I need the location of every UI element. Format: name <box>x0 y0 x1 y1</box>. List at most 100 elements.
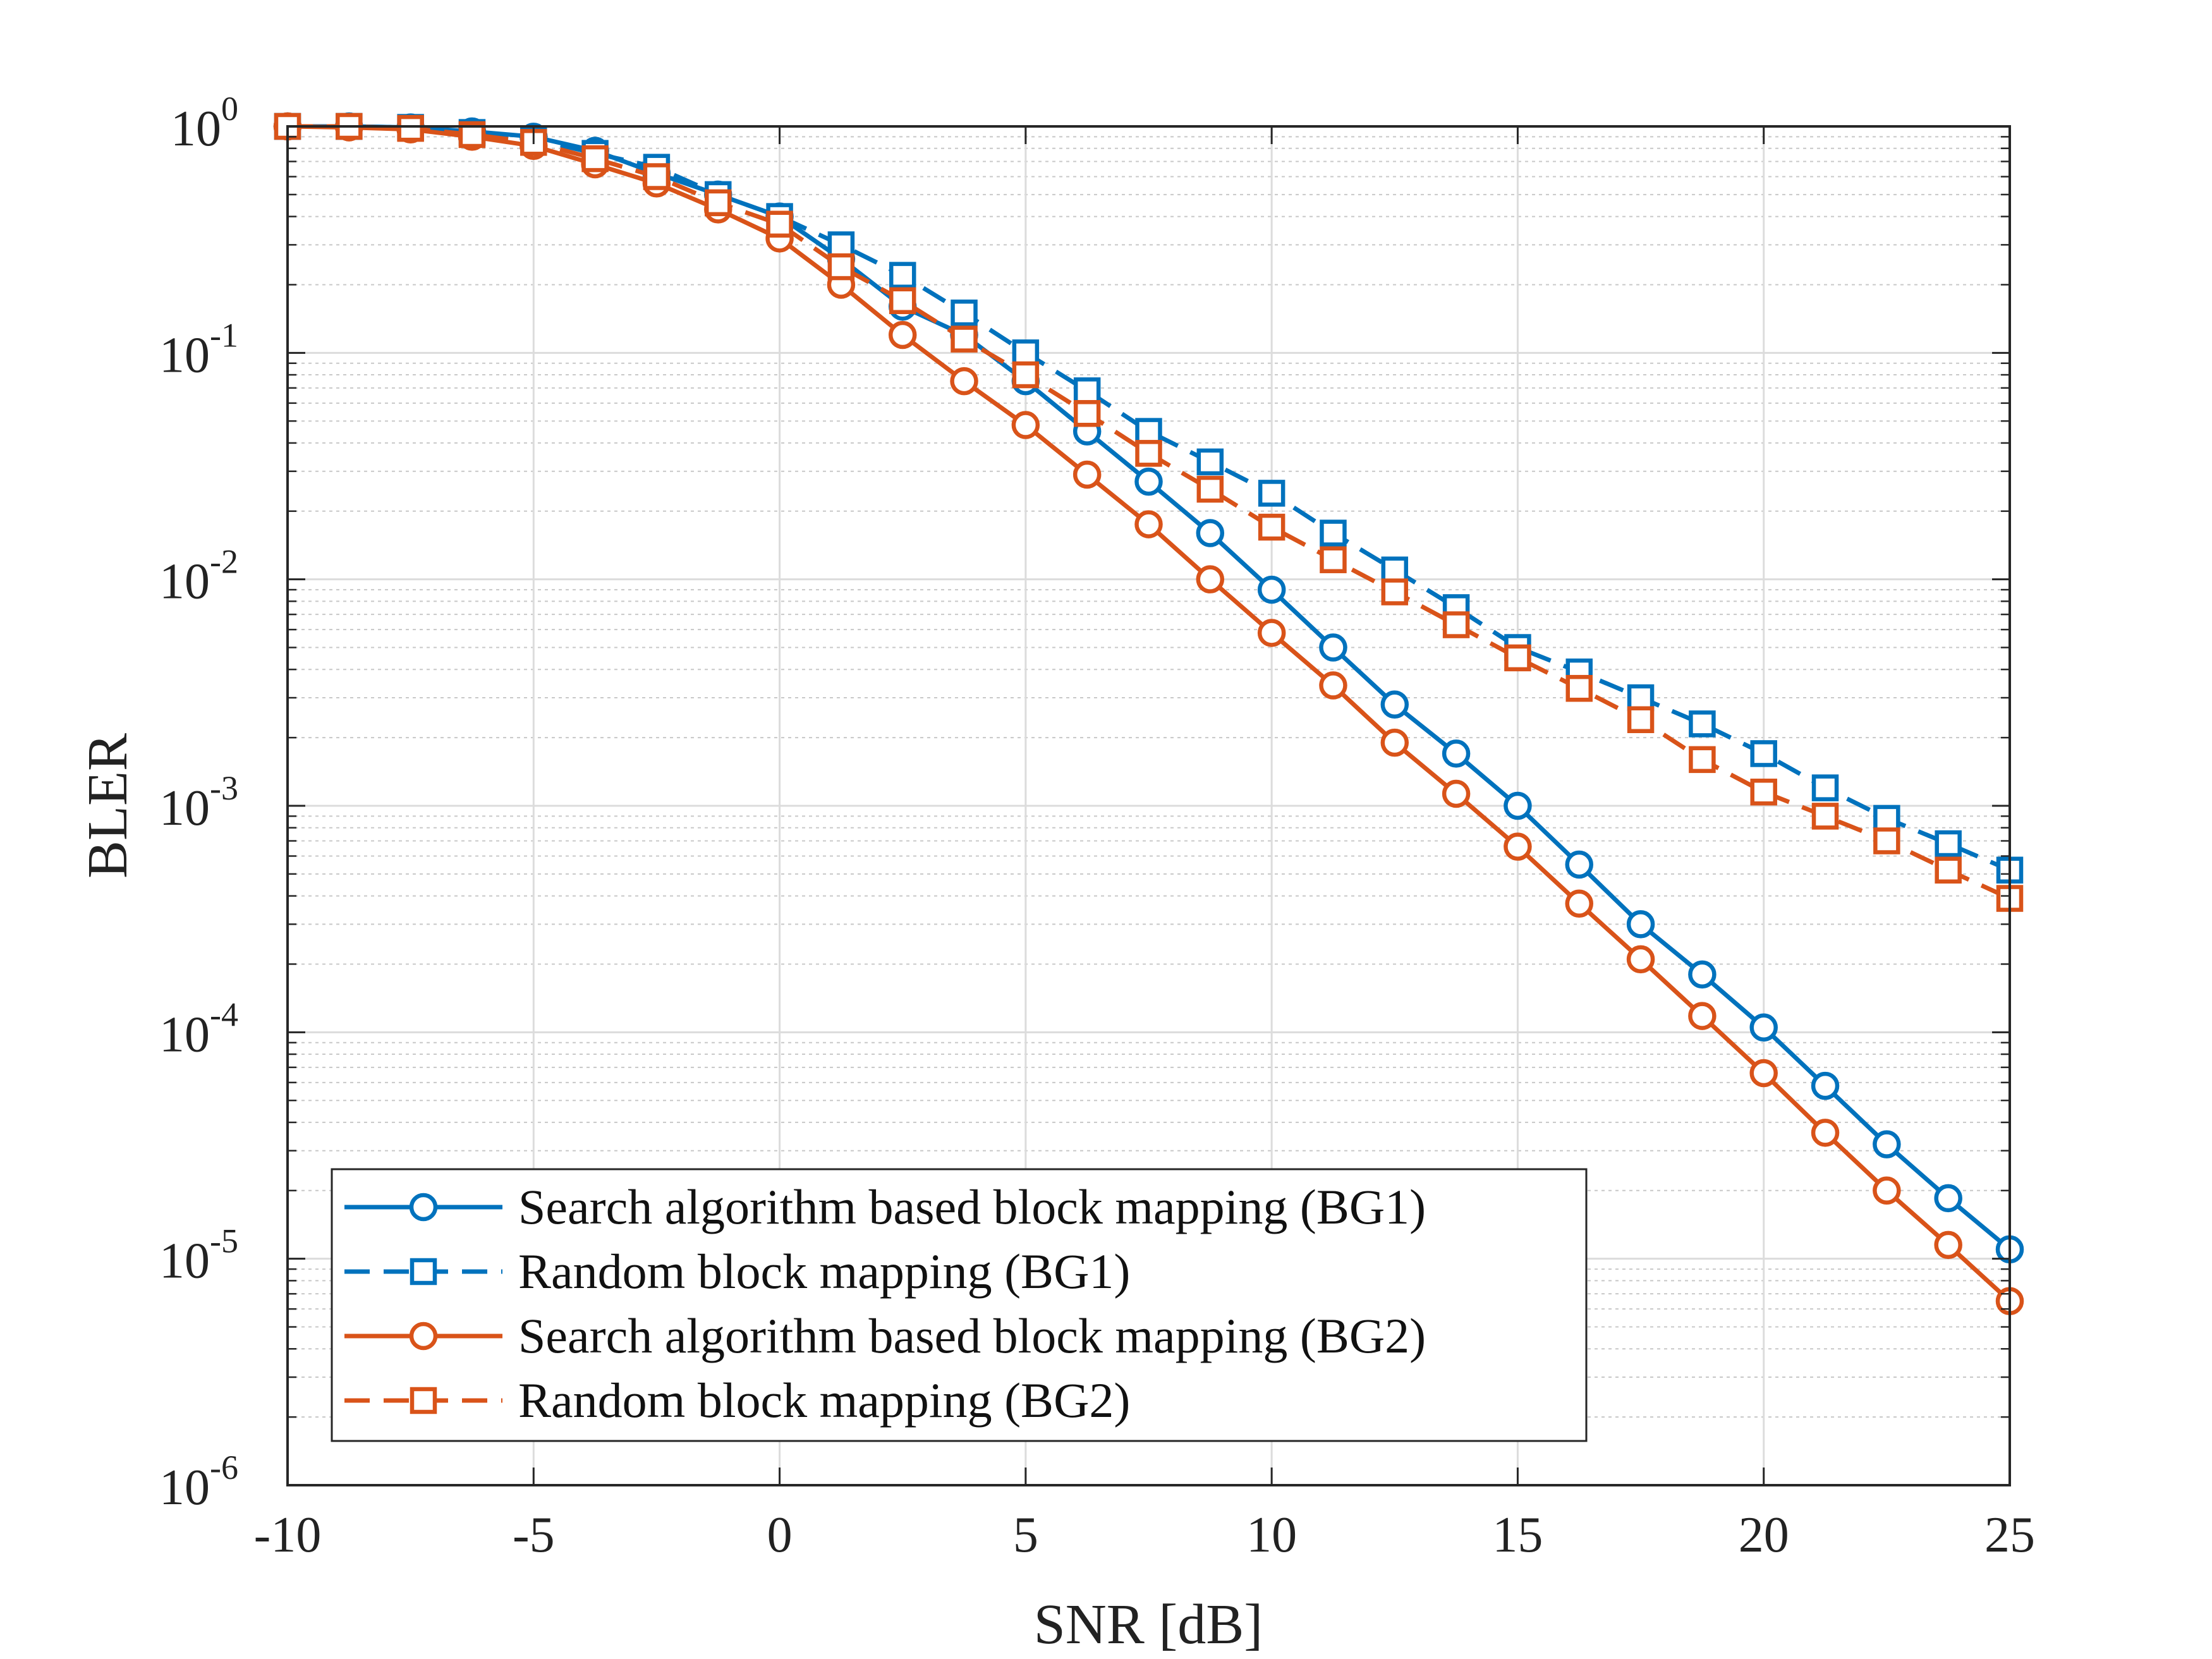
legend-entry-2: Random block mapping (BG1) <box>344 1244 1130 1299</box>
data-point-square <box>1320 546 1347 573</box>
legend-box <box>331 1168 1588 1442</box>
data-point-circle <box>1319 671 1347 700</box>
data-point-square <box>1873 827 1900 854</box>
data-point-square <box>1504 644 1531 672</box>
data-point-circle <box>1257 575 1286 604</box>
y-tick-label: 10-6 <box>159 1449 238 1516</box>
data-point-square <box>951 299 978 327</box>
legend-entry-1: Search algorithm based block mapping (BG… <box>344 1179 1426 1234</box>
data-point-square <box>827 253 855 281</box>
data-point-circle <box>1565 850 1593 879</box>
legend-label: Random block mapping (BG2) <box>518 1373 1130 1428</box>
data-point-square <box>1258 480 1285 507</box>
ticks <box>286 125 2011 1486</box>
data-point-circle <box>1688 960 1717 989</box>
x-tick-label: -10 <box>254 1507 322 1563</box>
data-point-square <box>1320 520 1347 547</box>
x-tick-label: 5 <box>1013 1507 1038 1563</box>
data-point-square <box>397 114 424 142</box>
data-point-circle <box>1134 510 1163 538</box>
data-point-square <box>1258 513 1285 541</box>
data-point-circle <box>1811 1119 1840 1147</box>
data-point-circle <box>1504 791 1532 820</box>
data-point-square <box>1073 377 1101 404</box>
y-axis-label: BLER <box>76 733 139 878</box>
y-tick-label: 10-5 <box>159 1222 238 1289</box>
data-point-circle <box>1442 779 1471 808</box>
data-point-square <box>1811 803 1839 830</box>
legend-label: Search algorithm based block mapping (BG… <box>518 1179 1426 1234</box>
data-point-square <box>889 287 916 315</box>
x-tick-label: 10 <box>1246 1507 1297 1563</box>
tick-labels: 100 10-1 10-2 10-3 10-4 10-5 10-6 -10 -5 0 5 10 15 20… <box>159 90 2035 1563</box>
data-point-square <box>1750 740 1777 767</box>
legend-marker-circle <box>409 1322 438 1351</box>
data-point-square <box>1750 779 1777 806</box>
x-tick-label: 15 <box>1492 1507 1543 1563</box>
data-point-square <box>1935 856 1962 884</box>
y-tick-label: 100 <box>171 90 238 157</box>
data-point-circle <box>1073 460 1102 489</box>
data-point-circle <box>1811 1071 1840 1100</box>
data-point-circle <box>1749 1013 1778 1042</box>
y-tick-label: 10-3 <box>159 769 238 836</box>
x-tick-label: -5 <box>513 1507 555 1563</box>
legend: Search algorithm based block mapping (BG… <box>331 1168 1588 1442</box>
data-point-square <box>705 189 732 217</box>
series-4 <box>274 112 2024 912</box>
data-point-square <box>1012 339 1040 367</box>
data-point-circle <box>1873 1176 1901 1205</box>
x-tick-label: 0 <box>767 1507 793 1563</box>
data-point-circle <box>1011 411 1040 439</box>
data-point-circle <box>1257 619 1286 647</box>
x-axis-label: SNR [dB] <box>1034 1593 1263 1656</box>
data-point-circle <box>1196 519 1225 547</box>
legend-marker-square <box>410 1387 437 1414</box>
data-point-circle <box>1934 1231 1962 1260</box>
data-point-square <box>766 210 793 238</box>
data-point-square <box>1689 746 1716 774</box>
data-point-circle <box>1196 565 1225 593</box>
data-point-circle <box>950 367 978 396</box>
legend-label: Search algorithm based block mapping (BG… <box>518 1308 1426 1363</box>
data-point-square <box>1627 706 1655 734</box>
data-point-square <box>1565 674 1593 702</box>
legend-marker-circle <box>409 1193 438 1222</box>
data-point-circle <box>1504 832 1532 861</box>
data-point-square <box>1381 578 1409 605</box>
data-point-circle <box>1442 739 1471 768</box>
data-point-square <box>1442 611 1470 638</box>
data-point-square <box>951 325 978 353</box>
data-point-square <box>1135 440 1162 467</box>
data-point-square <box>1811 774 1839 801</box>
data-point-square <box>1135 418 1162 445</box>
legend-label: Random block mapping (BG1) <box>518 1244 1130 1299</box>
data-point-square <box>1196 448 1224 476</box>
series-layer <box>273 112 2024 1315</box>
data-point-circle <box>1380 728 1409 757</box>
data-point-square <box>643 163 671 190</box>
legend-entry-4: Random block mapping (BG2) <box>344 1373 1130 1428</box>
y-tick-label: 10-2 <box>159 543 238 610</box>
data-point-circle <box>1319 633 1347 662</box>
legend-entry-3: Search algorithm based block mapping (BG… <box>344 1308 1426 1363</box>
data-point-square <box>1381 556 1409 584</box>
data-point-circle <box>888 320 917 349</box>
data-point-circle <box>1749 1059 1778 1088</box>
data-point-circle <box>1873 1130 1901 1158</box>
data-point-square <box>1873 805 1900 832</box>
data-point-circle <box>1134 467 1163 496</box>
legend-marker-square <box>410 1258 437 1285</box>
x-tick-label: 20 <box>1739 1507 1789 1563</box>
data-point-square <box>1196 475 1224 503</box>
data-point-square <box>1689 710 1716 738</box>
y-tick-label: 10-4 <box>159 995 238 1062</box>
data-point-square <box>1073 399 1101 427</box>
x-tick-label: 25 <box>1984 1507 2035 1563</box>
data-point-square <box>889 262 916 289</box>
data-point-square <box>827 231 855 258</box>
data-point-square <box>1935 830 1962 858</box>
y-tick-label: 10-1 <box>159 316 238 383</box>
data-point-circle <box>1626 910 1655 939</box>
